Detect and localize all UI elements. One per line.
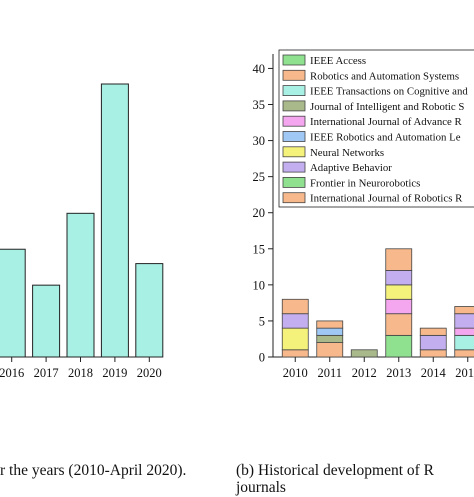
legend-swatch-7 [283,162,305,172]
bar-b-2015-s9 [455,307,474,314]
legend-swatch-6 [283,147,305,157]
y-tick-label-b-5: 5 [259,314,265,328]
legend-swatch-1 [283,70,305,80]
y-tick-label-b-40: 40 [253,62,266,76]
bar-b-2011-s5 [317,328,343,335]
legend-label-5: IEEE Robotics and Automation Le [310,132,461,144]
legend-label-2: IEEE Transactions on Cognitive and [310,86,468,98]
tick-label-a-2017: 2017 [34,366,59,380]
legend-swatch-0 [283,55,305,65]
bar-a-2017 [33,285,60,357]
legend-label-7: Adaptive Behavior [310,162,392,174]
bar-b-2014-s1 [420,350,446,357]
bar-b-2013-s9 [386,249,412,271]
x-tick-label-b-2010: 2010 [283,366,308,380]
legend-b: IEEE Access Robotics and Automation Syste… [279,50,474,207]
x-tick-label-b-2012: 2012 [352,366,377,380]
y-tick-label-b-30: 30 [253,134,266,148]
legend-swatch-3 [283,101,305,111]
chart-b: 0 5 10 15 20 25 30 35 40 2010 2011 2012 2013 2014 2015… [253,50,474,380]
bar-b-2015-s2 [455,335,474,349]
legend-label-1: Robotics and Automation Systems [310,70,459,82]
bar-b-2011-s9 [317,321,343,328]
caption-b-line2: journals [236,479,286,497]
bar-b-2012-s3 [351,350,377,357]
bar-b-2011-s3 [317,335,343,342]
tick-label-a-2016: 2016 [0,366,24,380]
y-tick-label-b-0: 0 [259,351,265,365]
x-tick-label-b-2015: 2015 [455,366,474,380]
tick-label-a-2020: 2020 [137,366,162,380]
legend-swatch-2 [283,86,305,96]
bar-a-2020 [136,264,163,357]
legend-swatch-5 [283,132,305,142]
bar-b-2010-s7 [282,314,308,328]
bar-b-2010-s6 [282,328,308,350]
bar-b-2014-s9 [420,328,446,335]
legend-label-6: Neural Networks [310,147,384,159]
bar-a-2018 [67,213,94,357]
y-tick-label-b-20: 20 [253,206,266,220]
bar-b-2010-s1 [282,350,308,357]
bar-a-2016 [0,249,25,357]
tick-label-a-2018: 2018 [68,366,93,380]
bar-b-2011-s1 [317,343,343,357]
legend-label-9: International Journal of Robotics R [310,193,463,205]
legend-swatch-4 [283,116,305,126]
legend-label-8: Frontier in Neurorobotics [310,177,420,189]
legend-label-0: IEEE Access [310,55,366,67]
bar-b-2013-s4 [386,299,412,313]
bar-b-2013-s6 [386,285,412,299]
y-tick-label-b-10: 10 [253,278,266,292]
legend-swatch-9 [283,193,305,203]
bar-b-2015-s7 [455,314,474,328]
caption-b: (b) Historical development of R [236,462,434,480]
legend-label-4: International Journal of Advance R [310,116,463,128]
legend-swatch-8 [283,177,305,187]
y-tick-label-b-15: 15 [253,242,266,256]
caption-a: r the years (2010-April 2020). [0,462,186,480]
tick-label-a-2019: 2019 [102,366,127,380]
chart-a: 2016 2017 2018 2019 2020 [0,84,163,380]
bar-a-2019 [101,84,128,357]
bar-b-2015-s4 [455,328,474,335]
bar-b-2015-s1 [455,350,474,357]
bar-b-2010-s9 [282,299,308,313]
x-tick-label-b-2013: 2013 [386,366,411,380]
bar-b-2013-s1 [386,314,412,336]
y-tick-label-b-35: 35 [253,98,266,112]
bar-b-2013-s0 [386,335,412,357]
x-tick-label-b-2011: 2011 [317,366,342,380]
x-tick-label-b-2014: 2014 [421,366,447,380]
y-tick-label-b-25: 25 [253,170,266,184]
figure: 2016 2017 2018 2019 2020 0 5 10 15 20 25 30 35 40 2010… [0,0,474,474]
bar-b-2013-s7 [386,270,412,284]
bar-b-2014-s7 [420,335,446,349]
legend-label-3: Journal of Intelligent and Robotic S [310,101,464,113]
